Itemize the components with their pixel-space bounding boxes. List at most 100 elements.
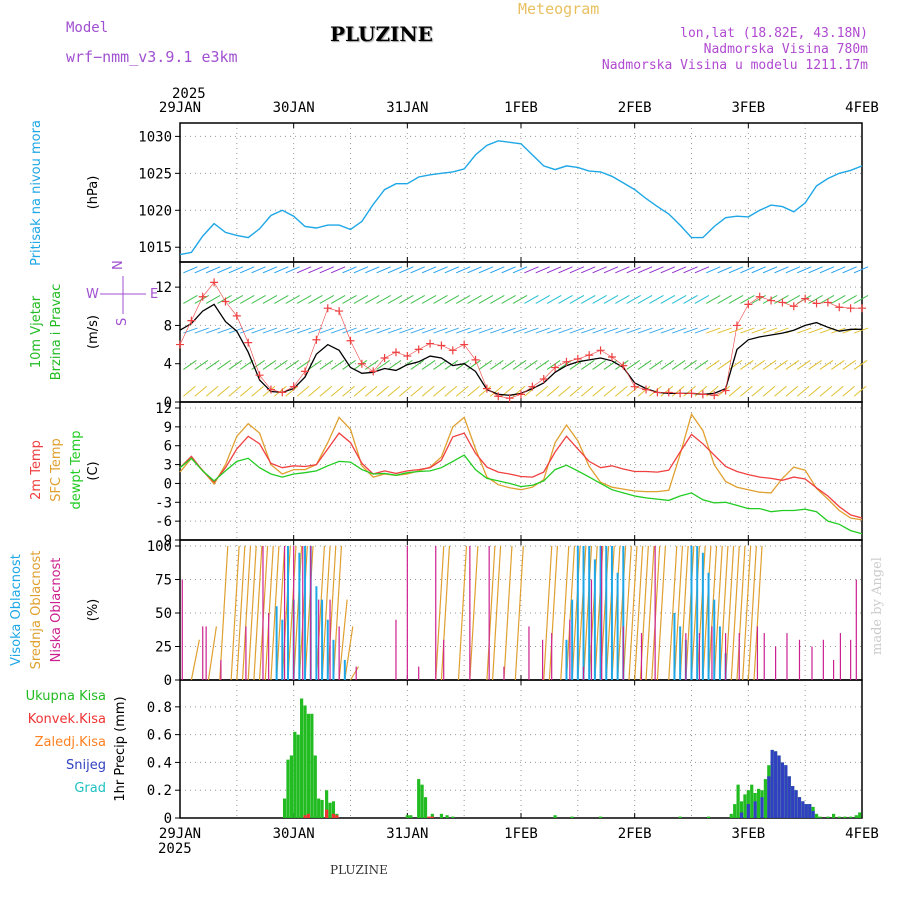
- wind-arrow: [774, 266, 789, 274]
- wind-arrow: [308, 360, 322, 370]
- wind-arrow: [649, 294, 664, 304]
- precip-bar: [439, 813, 444, 818]
- cloud-bar: [730, 545, 740, 681]
- wind-arrow: [444, 294, 460, 304]
- wind-arrow: [671, 385, 685, 397]
- precip-bar: [430, 813, 434, 818]
- wind-arrow: [228, 294, 244, 304]
- wind-arrow: [512, 294, 528, 304]
- wind-arrow: [205, 360, 220, 370]
- x-tick-label-bottom: 31JAN: [386, 826, 428, 842]
- cloud-bar: [338, 599, 348, 681]
- precip-bar: [750, 784, 754, 818]
- wind-arrow: [546, 327, 562, 334]
- y-axis-label: 1hr Precip (mm): [113, 696, 128, 801]
- product-name: Meteogram: [518, 0, 600, 18]
- wind-arrow: [637, 294, 653, 304]
- model-name: wrf−nmm_v3.9.1 e3km: [66, 48, 238, 66]
- precip-bar: [780, 762, 785, 818]
- cloud-bar: [548, 545, 559, 681]
- wind-arrow: [217, 360, 231, 370]
- wind-arrow: [251, 294, 266, 304]
- wind-arrow: [455, 294, 471, 304]
- cloud-bar: [719, 545, 729, 681]
- wind-arrow: [842, 266, 857, 274]
- wind-arrow: [853, 385, 867, 397]
- year-label-top: 2025: [172, 86, 206, 102]
- cloud-bar: [230, 545, 240, 681]
- wind-arrow: [330, 360, 345, 370]
- wind-arrow: [490, 266, 505, 274]
- cloud-bar: [702, 545, 712, 681]
- wind-arrow: [421, 294, 437, 304]
- precip-bar: [427, 816, 431, 818]
- y-tick-label: 0.2: [147, 783, 172, 799]
- y-tick-label: 1030: [138, 129, 172, 145]
- wind-arrow: [364, 385, 378, 397]
- wind-arrow: [830, 385, 844, 397]
- cloud-bar: [565, 545, 576, 681]
- wind-arrow: [364, 360, 379, 370]
- precip-bar: [729, 813, 733, 818]
- wind-arrow: [592, 360, 606, 370]
- wind-arrow: [478, 266, 494, 274]
- wind-arrow: [444, 266, 460, 274]
- compass-label: N: [111, 260, 126, 270]
- precip-bar: [553, 815, 557, 818]
- wind-arrow: [535, 327, 550, 334]
- x-tick-label-top: 30JAN: [273, 100, 315, 116]
- wind-arrow: [535, 360, 550, 370]
- wind-arrow: [683, 327, 698, 334]
- y-tick-label: 75: [155, 573, 172, 589]
- wind-arrow: [217, 266, 232, 274]
- wind-arrow: [808, 327, 823, 334]
- wind-arrow: [603, 385, 617, 397]
- wind-arrow: [637, 360, 652, 370]
- temp-sfc-line: [179, 412, 863, 521]
- panel-temperature: -9 -6 -3 0 3 6 9 12 (C): [86, 401, 863, 549]
- precip-bar: [423, 797, 428, 818]
- wind-arrow: [433, 360, 447, 370]
- cloud-bar: [247, 545, 257, 681]
- wind-arrow: [433, 294, 448, 304]
- wind-arrow: [694, 327, 710, 334]
- y-tick-label: 0.4: [147, 755, 172, 771]
- wind-arrow: [285, 294, 300, 304]
- wind-arrow: [706, 266, 721, 274]
- wind-arrow: [478, 327, 494, 334]
- cloud-bar: [736, 545, 746, 681]
- wind-arrow: [808, 294, 823, 304]
- wind-arrow: [274, 327, 289, 334]
- wind-arrow: [353, 327, 369, 334]
- wind-arrow: [683, 385, 696, 397]
- wind-arrow: [694, 266, 710, 274]
- wind-arrow: [330, 385, 344, 397]
- wind-gust-markers: [176, 278, 866, 403]
- wind-arrow: [194, 360, 209, 370]
- wind-arrow: [421, 385, 435, 397]
- wind-arrow: [717, 266, 732, 274]
- y-axis-label: (m/s): [86, 315, 101, 349]
- precip-bar: [791, 786, 795, 818]
- cloud-bar: [628, 545, 638, 681]
- cloud-bar: [622, 545, 632, 681]
- wind-arrow: [319, 266, 335, 274]
- wind-arrow: [365, 294, 380, 304]
- wind-arrow: [319, 294, 335, 304]
- precip-bar: [306, 713, 311, 818]
- precip-bar: [570, 816, 574, 818]
- wind-arrow: [285, 327, 300, 334]
- wind-arrow: [296, 360, 311, 370]
- y-tick-label: 12: [155, 280, 172, 296]
- wind-arrow: [660, 327, 675, 334]
- wind-arrow: [660, 266, 676, 274]
- wind-arrow: [274, 294, 289, 304]
- cloud-bar: [753, 545, 763, 681]
- wind-arrow: [569, 385, 583, 397]
- wind-barbs: [183, 266, 869, 397]
- wind-arrow: [376, 294, 391, 304]
- wind-arrow: [399, 385, 412, 397]
- y-tick-label: 4: [164, 357, 172, 373]
- wind-arrow: [387, 360, 402, 370]
- wind-arrow: [751, 385, 765, 397]
